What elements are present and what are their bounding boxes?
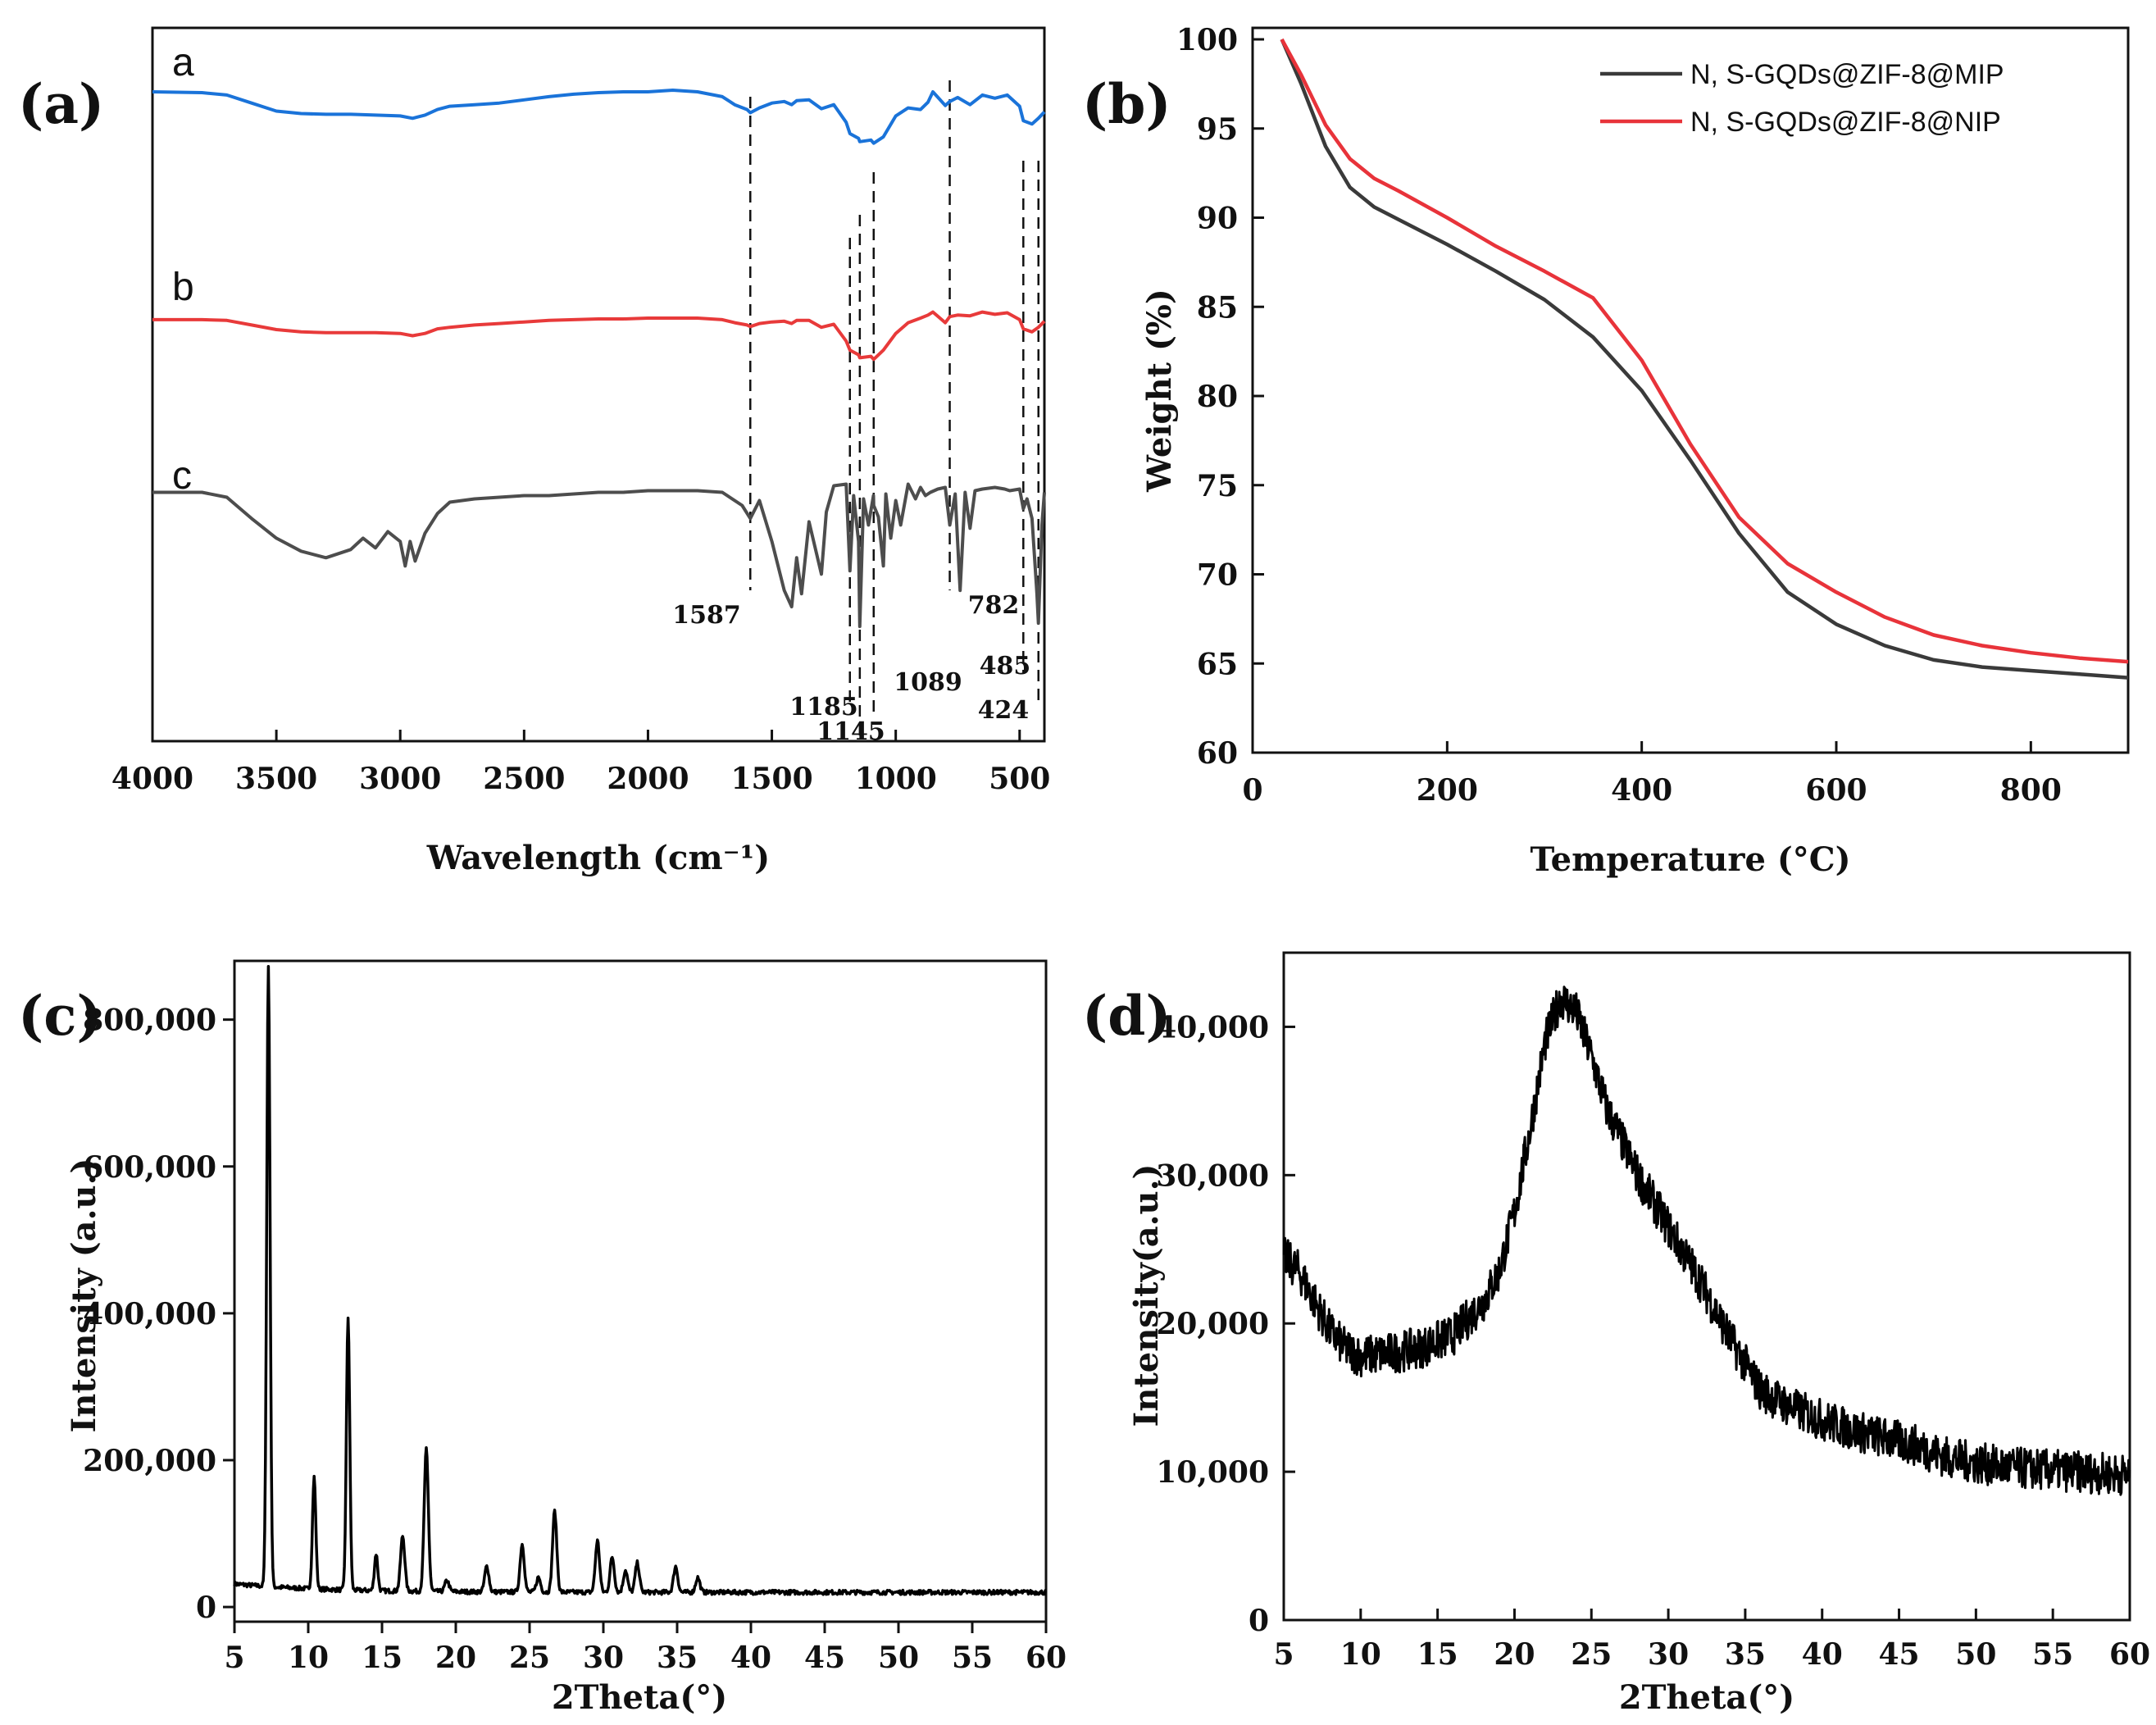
x-tick-label: 500: [989, 762, 1050, 796]
x-tick-label: 15: [1417, 1637, 1458, 1672]
xrd-pattern-line: [233, 965, 1047, 1596]
tga-curve-mip: [1280, 39, 2129, 680]
legend-entry: N, S-GQDs@ZIF-8@MIP: [1690, 59, 2004, 90]
y-tick-label: 600,000: [83, 1150, 216, 1185]
x-tick-label: 5: [1273, 1637, 1294, 1672]
y-tick-label: 800,000: [83, 1004, 216, 1038]
peak-label-1587: 1587: [672, 601, 741, 630]
peak-label-1089: 1089: [894, 668, 962, 697]
x-tick-label: 4000: [111, 762, 193, 796]
x-tick-label: 1500: [730, 762, 812, 796]
y-tick-label: 60: [1197, 736, 1238, 771]
ftir-curve-c: [152, 482, 1046, 629]
plot-frame: [1282, 951, 2131, 1622]
x-tick-label: 35: [657, 1641, 698, 1675]
x-tick-label: 3000: [359, 762, 441, 796]
panel-c-xrd: (c) 5 10 15 20 25 30 35 40 45 50 55 60 0 200,000 400,0…: [18, 959, 1067, 1717]
y-tick-label: 40,000: [1156, 1010, 1269, 1045]
x-tick-label: 20: [435, 1641, 476, 1675]
x-axis-title: 2Theta(°): [552, 1678, 727, 1717]
panel-label: (b): [1082, 72, 1171, 136]
peak-label-1185: 1185: [789, 693, 858, 721]
x-tick-label: 15: [362, 1641, 403, 1675]
x-tick-label: 35: [1725, 1637, 1766, 1672]
curve-label-c: c: [172, 454, 192, 498]
y-tick-label: 30,000: [1156, 1158, 1269, 1193]
curve-label-a: a: [172, 41, 194, 84]
x-tick-label: 20: [1494, 1637, 1535, 1672]
peak-label-782: 782: [968, 591, 1020, 620]
plot-frame: [151, 26, 1046, 743]
x-tick-label: 60: [1026, 1641, 1067, 1675]
x-tick-label: 1000: [855, 762, 937, 796]
panel-b-tga: (b) 0 200 400 600 800 60 65 70 75 80 85 90 95 100 N, …: [1082, 23, 2130, 879]
x-tick-label: 200: [1417, 773, 1478, 808]
x-tick-label: 40: [730, 1641, 771, 1675]
x-tick-label: 2500: [483, 762, 565, 796]
y-tick-label: 20,000: [1156, 1307, 1269, 1341]
xrd-pattern-line: [1282, 985, 2131, 1496]
x-axis-title: 2Theta(°): [1619, 1678, 1794, 1717]
panel-a-ftir: (a) 4000 3500 3000 2500 2000 1500 1000 500 abc …: [18, 26, 1050, 877]
x-tick-label: 30: [583, 1641, 624, 1675]
y-tick-label: 100: [1176, 23, 1238, 57]
x-tick-label: 5: [224, 1641, 244, 1675]
peak-label-424: 424: [978, 696, 1030, 725]
x-tick-label: 40: [1802, 1637, 1843, 1672]
tga-curve-nip: [1280, 38, 2129, 664]
x-tick-label: 10: [288, 1641, 329, 1675]
y-tick-label: 0: [196, 1591, 216, 1625]
y-axis-title: Intensity (a.u.): [65, 1158, 103, 1433]
plot-frame: [233, 959, 1048, 1623]
y-tick-label: 10,000: [1156, 1455, 1269, 1490]
y-tick-label: 80: [1197, 380, 1238, 414]
y-tick-label: 75: [1197, 469, 1238, 503]
x-tick-label: 400: [1611, 773, 1672, 808]
x-tick-label: 55: [2032, 1637, 2073, 1672]
panel-label: (d): [1082, 984, 1171, 1048]
ftir-curve-b: [152, 310, 1046, 362]
x-tick-label: 50: [1955, 1637, 1996, 1672]
y-tick-label: 400,000: [83, 1297, 216, 1331]
x-tick-label: 0: [1242, 773, 1262, 808]
x-tick-label: 45: [1878, 1637, 1919, 1672]
y-tick-label: 65: [1197, 647, 1238, 681]
x-tick-label: 45: [804, 1641, 845, 1675]
x-tick-label: 30: [1648, 1637, 1689, 1672]
curve-label-b: b: [172, 266, 194, 309]
y-tick-label: 70: [1197, 558, 1238, 593]
x-tick-label: 10: [1340, 1637, 1381, 1672]
y-tick-label: 95: [1197, 112, 1238, 147]
x-axis-title: Temperature (°C): [1530, 840, 1850, 879]
y-tick-label: 200,000: [83, 1444, 216, 1478]
plot-frame: [1251, 26, 2130, 754]
x-axis-title: Wavelength (cm⁻¹): [426, 839, 770, 877]
panel-label: (a): [18, 72, 104, 136]
y-tick-label: 85: [1197, 290, 1238, 325]
y-axis-title: Intensity(a.u.): [1127, 1164, 1166, 1427]
ftir-curve-a: [152, 89, 1046, 145]
panel-d-xrd: (d) 5 10 15 20 25 30 35 40 45 50 55 60 0 10,000 20,000…: [1082, 951, 2150, 1717]
peak-label-1145: 1145: [816, 717, 885, 746]
panel-label: (c): [18, 984, 102, 1048]
peak-label-485: 485: [980, 652, 1031, 680]
legend-entry: N, S-GQDs@ZIF-8@NIP: [1690, 107, 2001, 138]
x-tick-label: 25: [509, 1641, 550, 1675]
y-axis-title: Weight (%): [1140, 289, 1179, 493]
y-tick-label: 0: [1249, 1604, 1269, 1638]
x-tick-label: 800: [2000, 773, 2062, 808]
y-tick-label: 90: [1197, 202, 1238, 236]
x-tick-label: 50: [878, 1641, 919, 1675]
x-tick-label: 3500: [235, 762, 317, 796]
x-tick-label: 2000: [607, 762, 689, 796]
x-tick-label: 60: [2109, 1637, 2150, 1672]
x-tick-label: 600: [1805, 773, 1867, 808]
x-tick-label: 25: [1571, 1637, 1612, 1672]
x-tick-label: 55: [952, 1641, 993, 1675]
